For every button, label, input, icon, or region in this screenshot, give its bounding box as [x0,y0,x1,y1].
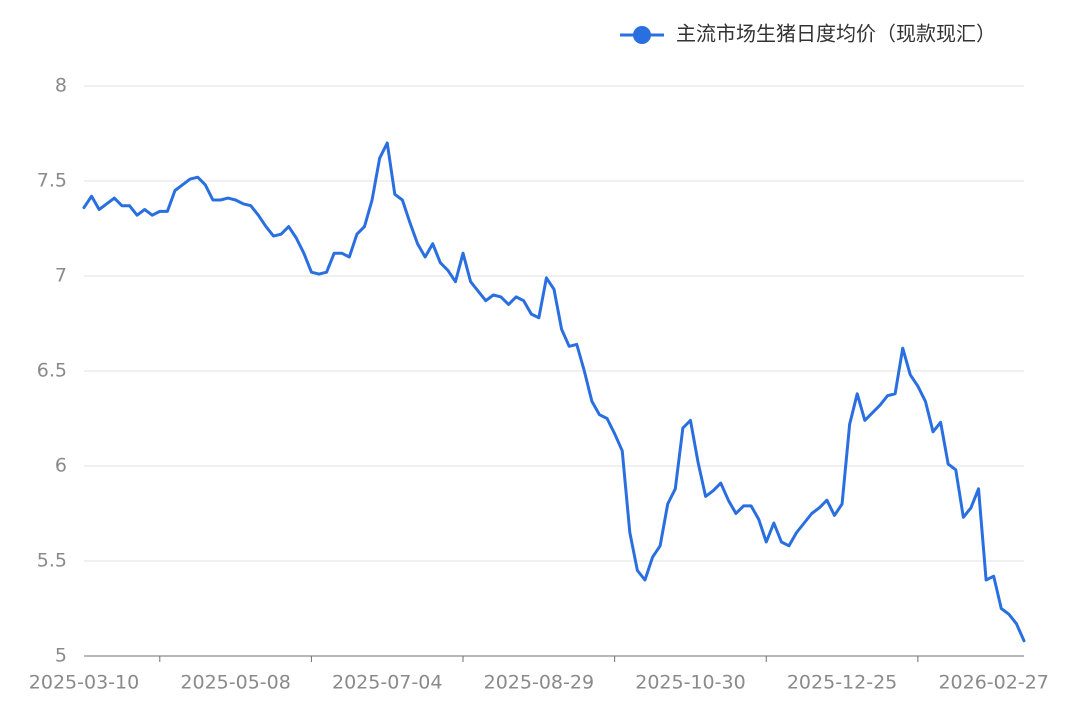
x-tick-label: 2025-03-10 [29,672,139,694]
legend: 主流市场生猪日度均价（现款现汇） [620,22,996,46]
x-tick-label: 2025-05-08 [180,672,290,694]
x-tick-label: 2025-08-29 [484,672,594,694]
y-tick-label: 5.5 [37,550,67,572]
x-tick-label: 2025-10-30 [635,672,745,694]
y-tick-label: 7.5 [37,170,67,192]
y-tick-label: 8 [55,75,67,97]
x-tick-label: 2026-02-27 [938,672,1048,694]
series-line [82,141,1026,643]
x-tick-label: 2025-12-25 [787,672,897,694]
y-tick-label: 6.5 [37,360,67,382]
legend-marker [633,26,651,44]
y-tick-label: 6 [55,455,67,477]
y-tick-label: 7 [55,265,67,287]
y-tick-label: 5 [55,645,67,667]
legend-label: 主流市场生猪日度均价（现款现汇） [676,22,996,46]
x-tick-label: 2025-07-04 [332,672,442,694]
